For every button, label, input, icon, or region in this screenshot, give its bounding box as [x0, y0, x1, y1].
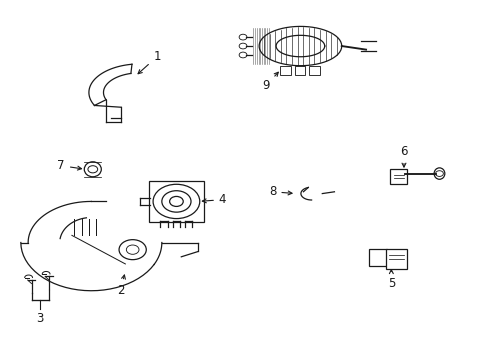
Ellipse shape — [84, 162, 101, 177]
Text: 2: 2 — [117, 275, 125, 297]
Bar — [294, 66, 305, 75]
FancyBboxPatch shape — [148, 181, 203, 222]
Text: 5: 5 — [387, 270, 394, 290]
FancyBboxPatch shape — [389, 169, 406, 184]
Text: 4: 4 — [202, 193, 226, 206]
FancyBboxPatch shape — [385, 249, 407, 269]
Bar — [308, 66, 319, 75]
Text: 7: 7 — [57, 159, 81, 172]
Ellipse shape — [433, 168, 444, 179]
Bar — [280, 66, 290, 75]
Text: 3: 3 — [37, 312, 44, 325]
Text: 1: 1 — [138, 50, 161, 74]
Text: 9: 9 — [262, 72, 278, 92]
FancyBboxPatch shape — [369, 249, 386, 266]
Text: 6: 6 — [399, 145, 407, 167]
Text: 8: 8 — [268, 185, 291, 198]
